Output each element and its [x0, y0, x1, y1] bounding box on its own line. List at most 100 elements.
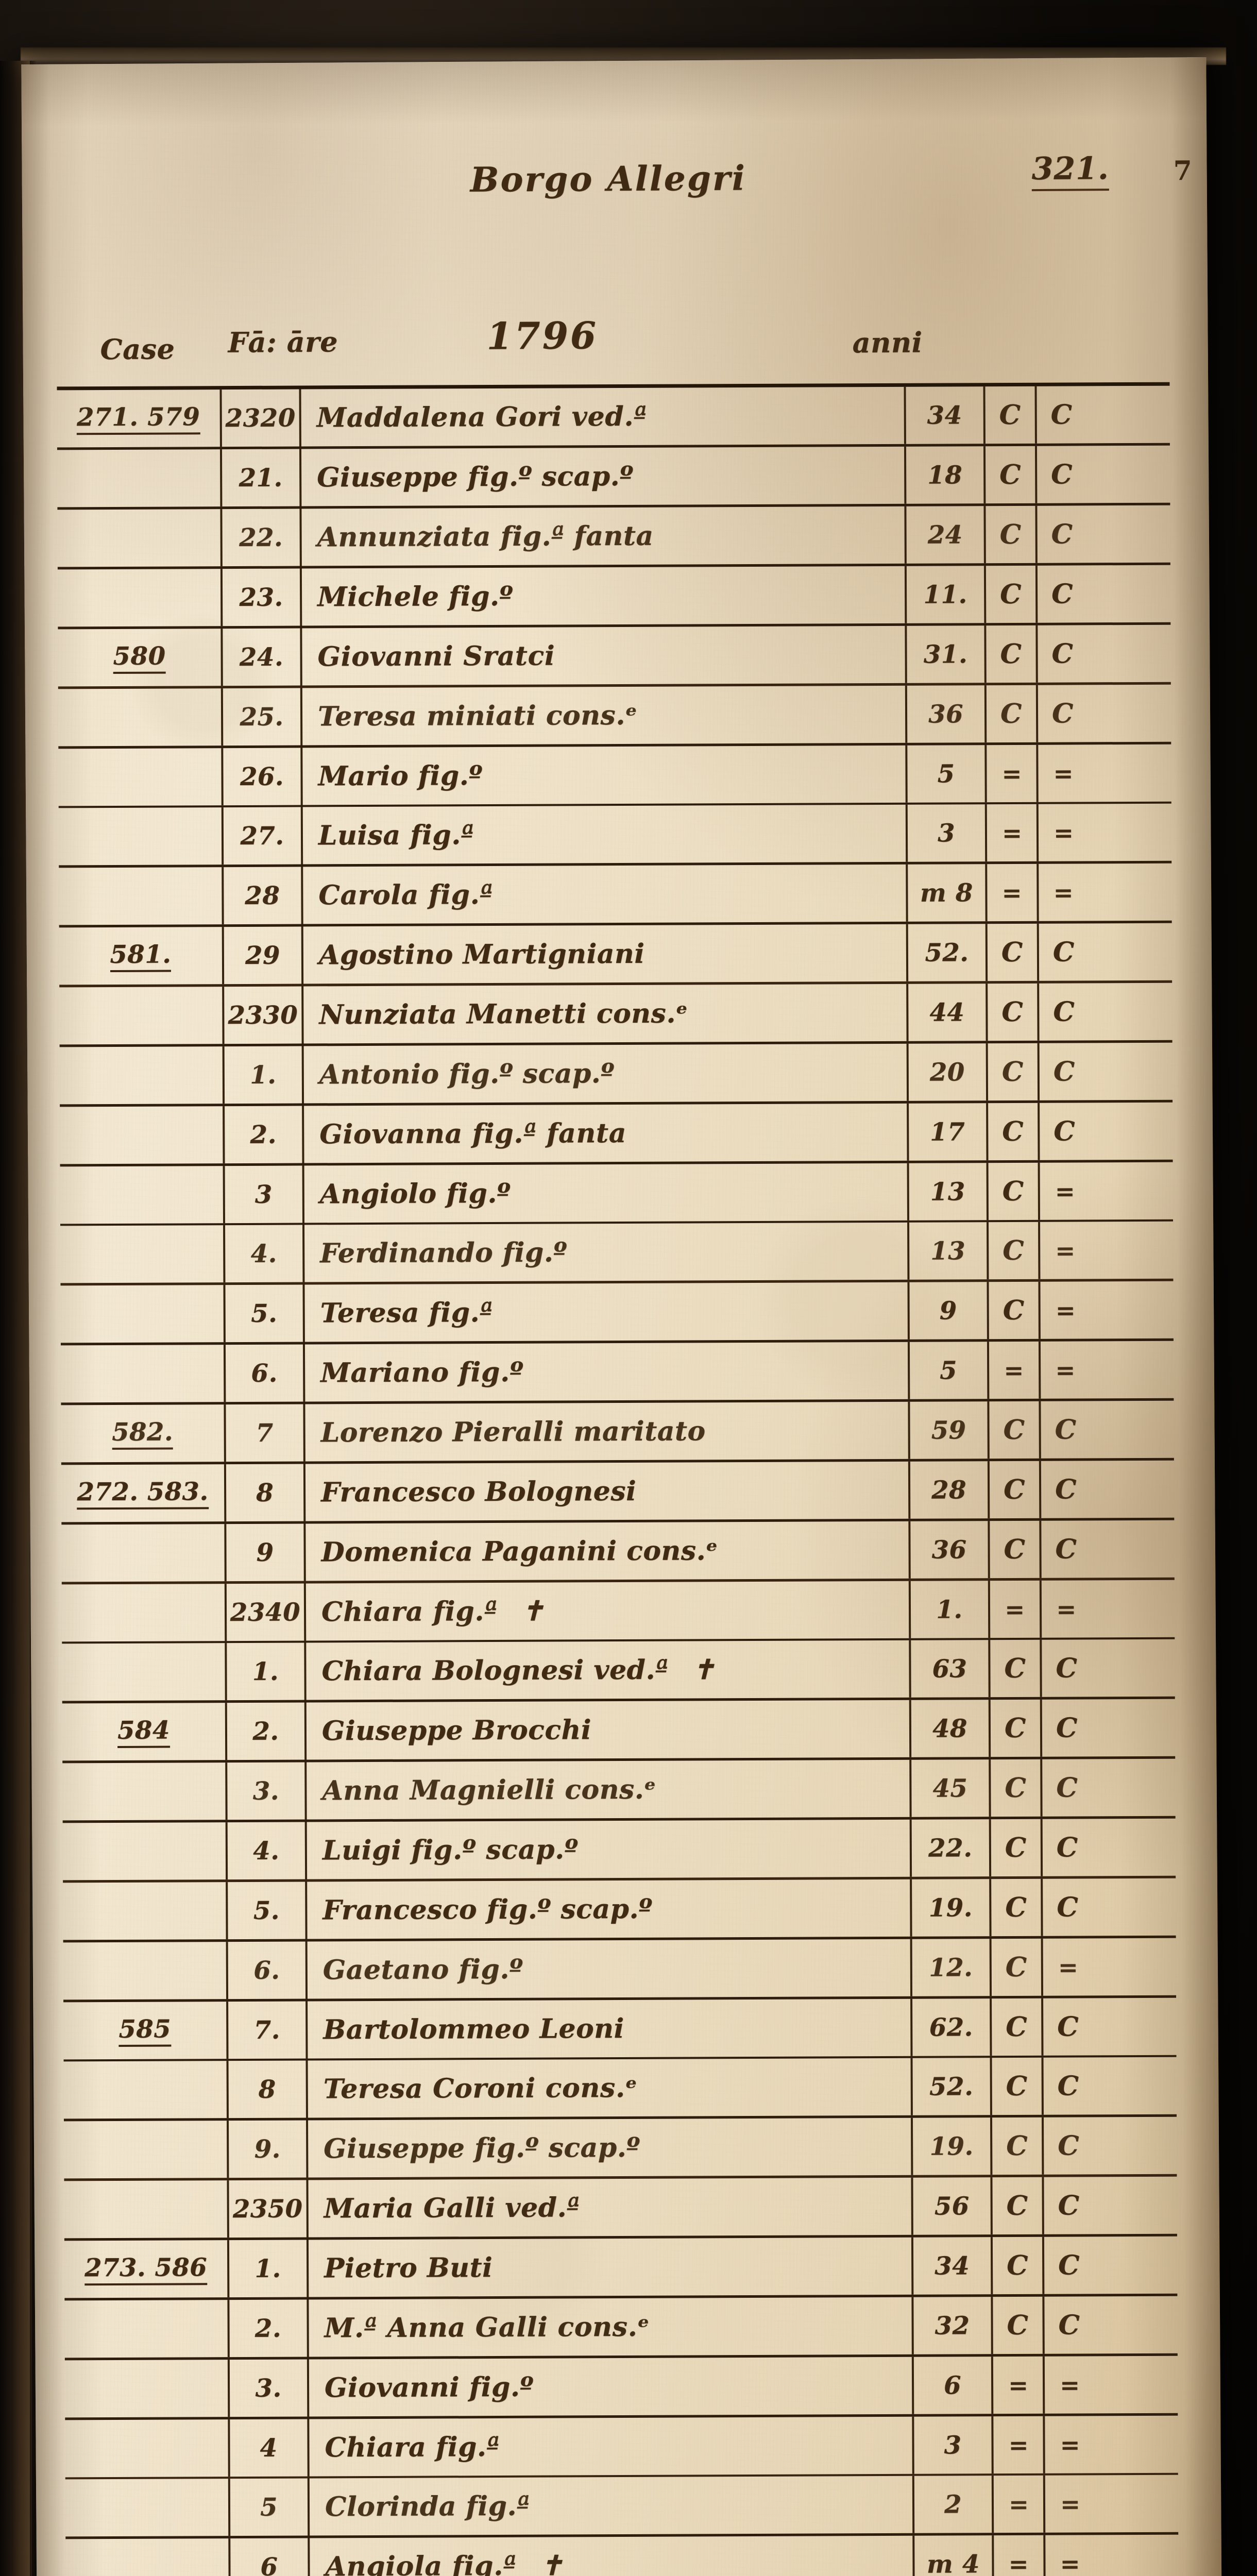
- table-row: 272. 583. 8 Francesco Bolognesi 28 C C: [61, 1460, 1175, 1525]
- cell-family-number: 25.: [220, 688, 301, 746]
- cell-case: [63, 1942, 226, 1999]
- cell-family-number-text: 25.: [240, 702, 284, 732]
- cell-mark-confession: C: [1038, 1103, 1090, 1160]
- header-case: Case: [100, 332, 175, 366]
- header-anni: anni: [852, 326, 923, 360]
- page-title: Borgo Allegri: [470, 158, 746, 200]
- cell-family-number-text: 28: [245, 881, 280, 910]
- cell-family-number: 1.: [222, 1046, 302, 1104]
- cell-mark-communion: C: [984, 685, 1037, 743]
- cell-age: 17: [907, 1103, 987, 1161]
- cell-mark-communion: C: [991, 2296, 1043, 2354]
- cell-person-name: Giuseppe fig.º scap.º: [299, 446, 905, 506]
- cell-case-text: 582.: [112, 1417, 174, 1450]
- cell-mark-communion: =: [987, 1341, 1039, 1399]
- cell-age-text: 13: [930, 1236, 966, 1266]
- cell-family-number-text: 6.: [253, 1956, 280, 1985]
- cell-case: [64, 2121, 227, 2178]
- cell-family-number: 6.: [223, 1344, 303, 1402]
- cell-family-number: 4.: [223, 1225, 303, 1283]
- cell-mark-confession-text: =: [1056, 1595, 1077, 1623]
- cell-family-number-text: 8: [258, 2075, 276, 2104]
- cell-mark-confession: =: [1037, 863, 1089, 921]
- cell-mark-communion-text: C: [1000, 578, 1022, 611]
- cell-person-name: Gaetano fig.º: [305, 1939, 911, 1999]
- cell-case: [65, 2419, 228, 2477]
- cell-mark-communion-text: C: [1005, 1832, 1027, 1864]
- table-row: 2350 Maria Galli ved.ª 56 C C: [64, 2176, 1177, 2241]
- cell-case-text: 585: [118, 2014, 172, 2047]
- cell-age-text: 34: [927, 400, 962, 430]
- cell-mark-communion: C: [988, 1520, 1040, 1579]
- cell-age-text: 13: [930, 1177, 965, 1207]
- cell-case: [58, 748, 221, 806]
- cell-age-text: 3: [937, 818, 956, 848]
- cell-person-name: Giovanni fig.º: [307, 2357, 912, 2417]
- cell-age: 34: [911, 2237, 991, 2295]
- cell-person-name-text: Mariano fig.º: [320, 1356, 524, 1389]
- cell-mark-confession: C: [1042, 2177, 1094, 2234]
- cell-person-name-text: Angiola fig.ª: [325, 2550, 517, 2576]
- cell-mark-communion: =: [991, 2356, 1043, 2414]
- cell-person-name: Carola fig.ª: [301, 864, 906, 924]
- cell-mark-confession: C: [1040, 1639, 1092, 1697]
- cell-person-name: Ferdinando fig.º: [302, 1222, 908, 1282]
- cell-mark-confession: C: [1037, 983, 1089, 1041]
- cell-age-text: 12.: [929, 1953, 973, 1982]
- deceased-cross-icon: ✝: [521, 1595, 545, 1627]
- cell-mark-communion: C: [989, 1878, 1041, 1937]
- cell-mark-confession: C: [1035, 685, 1088, 742]
- cell-mark-communion: C: [983, 565, 1036, 623]
- cell-case: 272. 583.: [61, 1464, 224, 1522]
- table-row: 6. Mariano fig.º 5 = =: [60, 1341, 1174, 1405]
- cell-mark-communion-text: C: [1005, 1951, 1027, 1984]
- cell-mark-confession: =: [1038, 1222, 1090, 1279]
- cell-mark-confession: =: [1043, 2475, 1095, 2533]
- cell-mark-communion-text: C: [1005, 1891, 1027, 1924]
- cell-mark-confession: C: [1035, 565, 1088, 623]
- cell-age: 48: [909, 1700, 989, 1757]
- cell-mark-communion: C: [987, 1222, 1039, 1280]
- cell-person-name-text: Mario fig.º: [318, 760, 483, 792]
- folio-number: 321.: [1031, 150, 1109, 192]
- cell-age: 3: [912, 2416, 992, 2474]
- cell-person-name: Angiolo fig.º: [302, 1163, 907, 1223]
- cell-case: [59, 867, 222, 925]
- cell-mark-communion: C: [987, 1461, 1040, 1519]
- cell-family-number: 2340: [224, 1583, 304, 1641]
- table-row: 25. Teresa miniati cons.ᵉ 36 C C: [58, 684, 1171, 749]
- cell-mark-confession: C: [1042, 2236, 1094, 2294]
- cell-mark-communion-text: =: [1009, 2490, 1028, 2518]
- cell-person-name: Francesco fig.º scap.º: [305, 1879, 910, 1939]
- cell-age: 31.: [905, 625, 984, 683]
- cell-mark-confession-text: C: [1051, 459, 1073, 490]
- cell-mark-communion-text: =: [1005, 1595, 1025, 1623]
- cell-case: [65, 2479, 228, 2536]
- cell-family-number-text: 7.: [253, 2015, 280, 2045]
- cell-mark-confession: =: [1038, 1162, 1090, 1220]
- cell-mark-communion-text: C: [1003, 1294, 1025, 1327]
- cell-family-number-text: 22.: [239, 523, 283, 552]
- cell-person-name-text: Ferdinando fig.º: [320, 1236, 568, 1269]
- cell-mark-confession-text: C: [1056, 1772, 1078, 1804]
- cell-person-name-text: Clorinda fig.ª: [325, 2490, 530, 2523]
- cell-mark-confession-text: C: [1055, 1414, 1077, 1446]
- cell-age: 63: [909, 1640, 989, 1698]
- table-row: 585 7. Bartolommeo Leoni 62. C C: [63, 1997, 1177, 2062]
- cell-person-name: Francesco Bolognesi: [303, 1461, 909, 1521]
- cell-mark-communion-text: =: [1008, 2550, 1029, 2576]
- cell-mark-communion-text: C: [1002, 1175, 1024, 1208]
- cell-mark-communion-text: C: [1007, 2309, 1029, 2342]
- cell-mark-confession: C: [1041, 1878, 1093, 1936]
- cell-person-name-text: Giovanna fig.ª fanta: [319, 1117, 627, 1150]
- cell-family-number-text: 6.: [251, 1359, 278, 1388]
- cell-family-number-text: 9: [256, 1538, 274, 1567]
- cell-mark-communion-text: =: [1008, 2371, 1028, 2399]
- cell-mark-confession-text: =: [1055, 1177, 1075, 1206]
- cell-age: 36: [908, 1521, 988, 1579]
- cell-family-number: 6: [228, 2538, 308, 2576]
- cell-mark-communion-text: =: [1004, 1356, 1024, 1384]
- table-row: 2340 Chiara fig.ª ✝ 1. = =: [61, 1580, 1175, 1644]
- cell-mark-communion-text: =: [1001, 759, 1022, 788]
- cell-person-name: Maddalena Gori ved.ª: [299, 386, 904, 447]
